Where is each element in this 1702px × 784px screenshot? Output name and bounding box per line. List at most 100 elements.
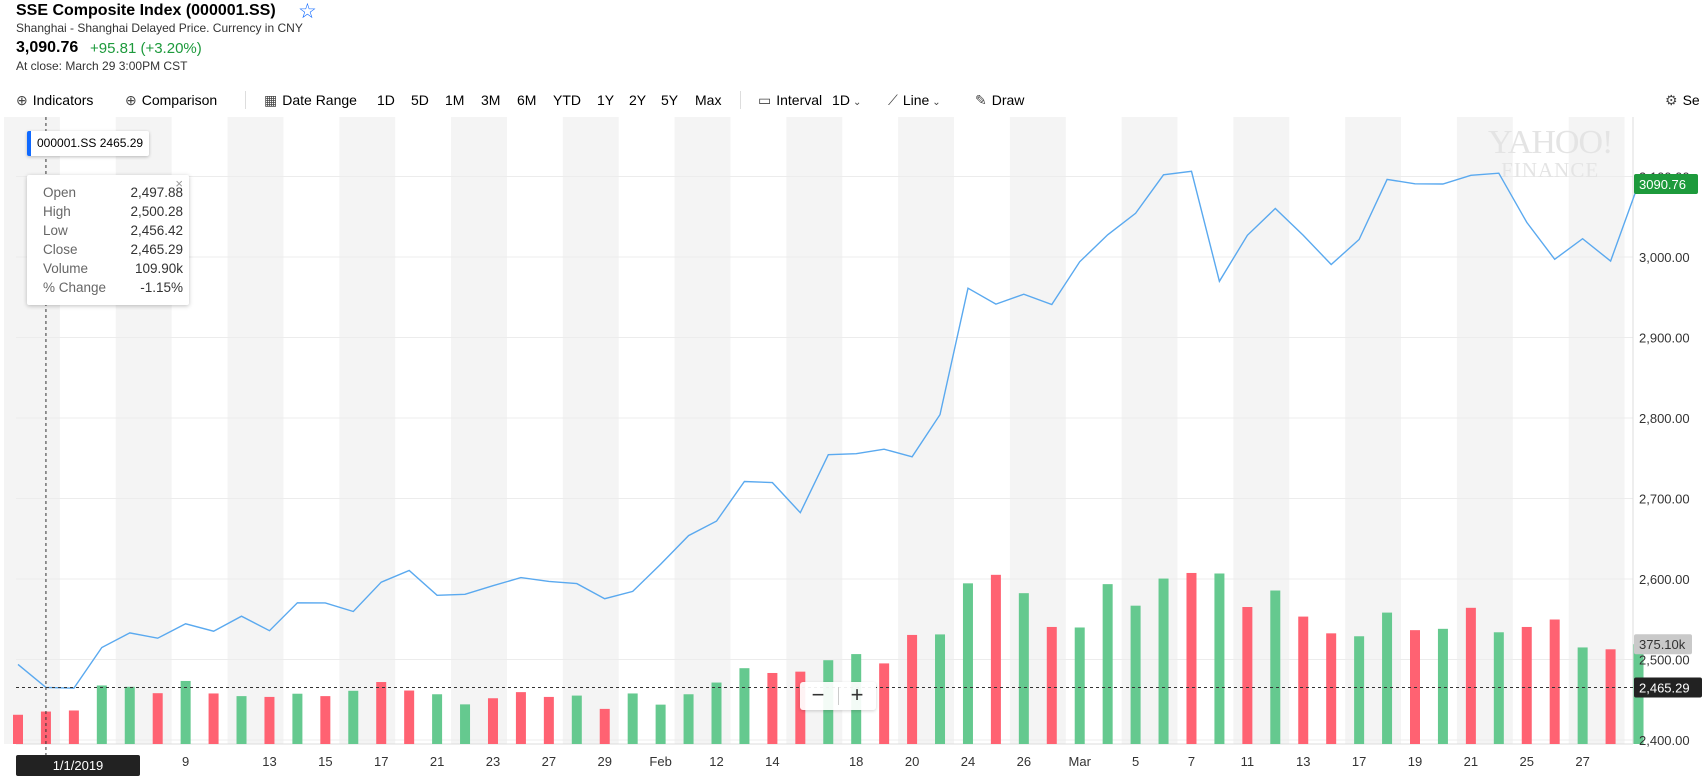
chevron-down-icon: ⌄ — [932, 97, 941, 108]
indicators-button[interactable]: ⊕ Indicators — [16, 92, 93, 109]
day-band — [786, 117, 843, 744]
day-band — [898, 117, 954, 744]
date-range-button[interactable]: ▦ Date Range — [264, 92, 357, 109]
volume-bar — [13, 714, 23, 744]
tooltip-row-volume: Volume 109.90k — [43, 261, 183, 279]
range-2y[interactable]: 2Y — [629, 92, 647, 108]
interval-button[interactable]: ▭ Interval 1D ⌄ — [758, 92, 861, 109]
range-3m[interactable]: 3M — [481, 92, 501, 108]
x-tick-label: 26 — [1017, 754, 1031, 769]
range-1m[interactable]: 1M — [445, 92, 465, 108]
day-band — [1233, 117, 1290, 744]
volume-bar — [767, 672, 778, 744]
x-tick-label: 27 — [1575, 754, 1589, 769]
volume-bar — [460, 704, 471, 744]
x-tick-label: 20 — [905, 754, 919, 769]
crosshair-price-tag-bg — [1634, 677, 1702, 698]
chart-type-button[interactable]: ⟋ Line ⌄ — [888, 92, 941, 109]
interval-label: Interval — [776, 92, 823, 108]
volume-bar — [655, 704, 666, 744]
range-1y[interactable]: 1Y — [597, 92, 615, 108]
symbol-value-tag: 000001.SS 2465.29 — [27, 131, 150, 156]
current-price: 3,090.76 — [16, 39, 79, 56]
volume-bar — [739, 668, 750, 744]
close-icon[interactable]: × — [175, 176, 183, 191]
last-price-tag-bg — [1634, 173, 1698, 194]
yahoo-finance-watermark: YAHOO! FINANCE — [1488, 124, 1613, 182]
range-ytd[interactable]: YTD — [553, 92, 581, 108]
volume-bar — [1493, 632, 1504, 744]
draw-label: Draw — [991, 92, 1025, 108]
zoom-controls: − + — [800, 682, 876, 710]
volume-bar — [1186, 572, 1197, 744]
draw-button[interactable]: ✎ Draw — [975, 92, 1024, 109]
volume-bar — [627, 693, 638, 744]
zoom-in-button[interactable]: + — [850, 682, 864, 707]
range-5y[interactable]: 5Y — [661, 92, 679, 108]
day-band — [1009, 117, 1066, 744]
volume-bar — [487, 698, 498, 744]
watermark-line2: FINANCE — [1501, 158, 1600, 182]
x-tick-label: 12 — [709, 754, 723, 769]
chart-type-label: Line — [902, 92, 930, 108]
tooltip-value: 2,465.29 — [130, 242, 183, 257]
volume-bar — [1437, 628, 1448, 744]
volume-bar — [990, 574, 1001, 744]
volume-bar — [1521, 626, 1532, 744]
price-line — [17, 170, 1640, 689]
x-tick-label: Mar — [1069, 754, 1092, 769]
price-change: +95.81 (+3.20%) — [90, 40, 202, 57]
tooltip-label: Close — [43, 242, 78, 257]
tooltip-value: 2,456.42 — [130, 223, 183, 238]
x-tick-label: 15 — [318, 754, 332, 769]
gear-icon: ⚙ — [1665, 92, 1678, 108]
range-1d[interactable]: 1D — [377, 92, 395, 108]
volume-bar — [1465, 607, 1476, 744]
chevron-down-icon: ⌄ — [852, 97, 862, 108]
volume-bar — [879, 663, 890, 744]
x-tick-label: 17 — [374, 754, 388, 769]
volume-bar — [404, 690, 415, 744]
volume-bar — [1298, 616, 1309, 744]
tooltip-label: % Change — [43, 280, 107, 295]
volume-bar — [599, 708, 610, 744]
zoom-out-button[interactable]: − — [811, 682, 825, 707]
settings-button[interactable]: ⚙ Se — [1665, 92, 1700, 109]
tooltip-value: 109.90k — [134, 261, 183, 276]
x-tick-label: 11 — [1241, 754, 1255, 769]
watermark-line1: YAHOO! — [1488, 124, 1613, 161]
toolbar-divider — [740, 91, 741, 109]
tooltip-row-open: Open 2,497.88 — [43, 185, 183, 203]
range-max[interactable]: Max — [695, 92, 722, 108]
tooltip-row-high: High 2,500.28 — [43, 204, 183, 222]
day-band — [227, 117, 284, 744]
range-6m[interactable]: 6M — [517, 92, 537, 108]
tooltip-label: Open — [43, 185, 77, 200]
volume-bar — [962, 583, 973, 744]
star-icon[interactable]: ☆ — [298, 0, 317, 23]
volume-bar — [683, 694, 694, 744]
volume-bar — [935, 634, 946, 744]
y-tick-label: 2,600.00 — [1639, 572, 1690, 587]
comparison-button[interactable]: ⊕ Comparison — [125, 92, 217, 109]
line-chart-icon: ⟋ — [888, 92, 898, 108]
tooltip-value: -1.15% — [140, 280, 183, 295]
volume-bar — [1549, 619, 1560, 744]
x-tick-label: Feb — [649, 754, 671, 769]
volume-bar — [292, 693, 303, 744]
volume-bar — [1046, 626, 1057, 744]
x-tick-label: 19 — [1408, 754, 1422, 769]
indicators-label: Indicators — [32, 92, 94, 108]
volume-bar — [124, 686, 135, 744]
volume-bar — [1158, 578, 1169, 744]
x-tick-label: 23 — [486, 754, 500, 769]
tooltip-value: 2,497.88 — [130, 185, 183, 200]
settings-label: Se — [1682, 92, 1700, 108]
range-5d[interactable]: 5D — [411, 92, 429, 108]
zoom-divider — [838, 687, 839, 705]
x-tick-label: 21 — [1464, 754, 1478, 769]
day-band — [674, 117, 731, 744]
day-band — [1121, 117, 1178, 744]
